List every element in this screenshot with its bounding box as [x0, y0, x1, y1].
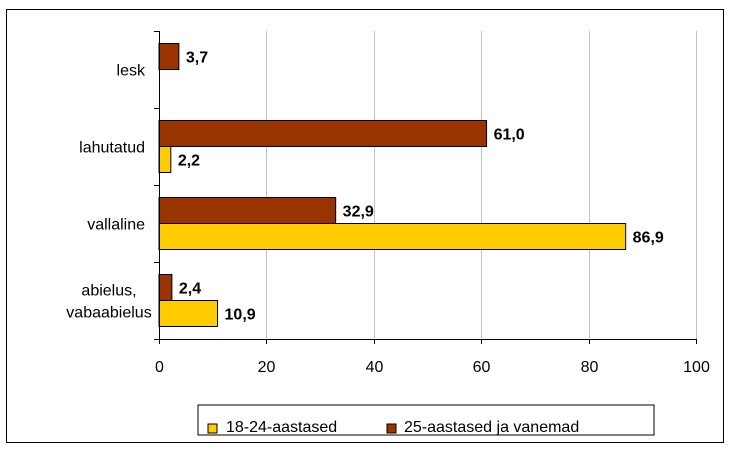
data-label: 32,9 — [343, 204, 374, 221]
bar-18-24-2 — [158, 223, 627, 250]
x-tick-label: 80 — [581, 359, 599, 376]
bars — [158, 43, 627, 327]
legend-swatch-25-plus — [386, 423, 397, 434]
y-tick-label: vabaabielus — [66, 305, 151, 322]
bar-18-24-3 — [158, 300, 219, 327]
data-labels: 3,7 61,0 2,2 32,9 86,9 2,4 10,9 — [178, 50, 664, 324]
y-tick-label: lesk — [117, 63, 146, 80]
x-tick-label: 20 — [258, 359, 276, 376]
bar-25-plus-3 — [158, 274, 173, 301]
x-tick-label: 60 — [473, 359, 491, 376]
data-label: 2,4 — [179, 281, 201, 298]
y-tick-label: vallaline — [87, 217, 145, 234]
x-tick-label: 0 — [155, 359, 164, 376]
y-tick-label: abielus, — [81, 283, 136, 300]
legend-box — [197, 404, 655, 436]
x-tick-label: 100 — [683, 359, 710, 376]
bar-25-plus-1 — [158, 120, 488, 147]
data-label: 2,2 — [178, 153, 200, 170]
x-tick-label: 40 — [366, 359, 384, 376]
y-tick-label: lahutatud — [79, 140, 145, 157]
data-label: 10,9 — [225, 307, 256, 324]
legend-label-25-plus: 25-aastased ja vanemad — [404, 419, 579, 436]
legend-swatch-18-24 — [207, 423, 218, 434]
data-label: 3,7 — [186, 50, 208, 67]
bar-18-24-1 — [158, 146, 172, 173]
data-label: 61,0 — [494, 127, 525, 144]
data-label: 86,9 — [633, 230, 664, 247]
bar-25-plus-0 — [158, 43, 180, 70]
legend-label-18-24: 18-24-aastased — [226, 419, 337, 436]
axes: lesk lahutatud vallaline abielus, vabaabielu… — [66, 31, 710, 376]
bar-25-plus-2 — [158, 197, 337, 224]
legend: 18-24-aastased 25-aastased ja vanemad — [197, 404, 655, 436]
gridlines — [266, 31, 697, 339]
